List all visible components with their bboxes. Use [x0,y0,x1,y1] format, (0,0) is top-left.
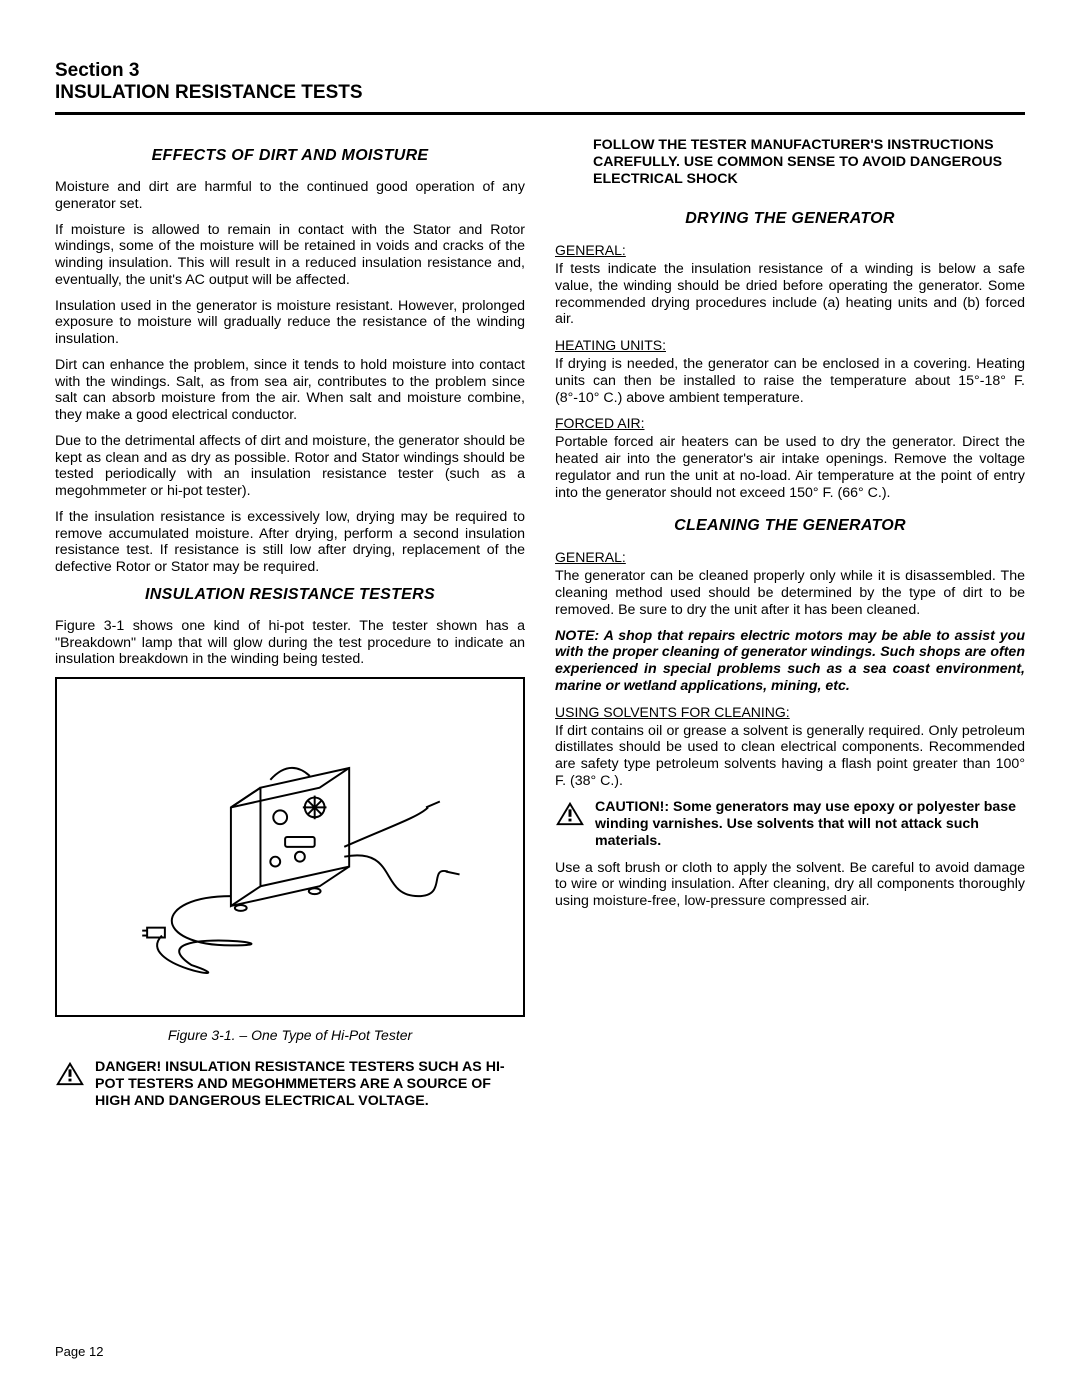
warning-text: CAUTION!: Some generators may use epoxy … [595,799,1025,850]
para: If the insulation resistance is excessiv… [55,509,525,576]
sublabel-general: GENERAL: [555,242,1025,258]
warning-triangle-icon [555,801,585,827]
para: If dirt contains oil or grease a solvent… [555,723,1025,790]
subhead-cleaning: CLEANING THE GENERATOR [555,517,1025,535]
section-label: Section 3 [55,60,1025,82]
para: If drying is needed, the generator can b… [555,356,1025,406]
para: If moisture is allowed to remain in cont… [55,222,525,289]
para: Insulation used in the generator is mois… [55,298,525,348]
para: Figure 3-1 shows one kind of hi-pot test… [55,618,525,668]
danger-warning: DANGER! INSULATION RESISTANCE TESTERS SU… [55,1059,525,1110]
warning-triangle-icon [55,1061,85,1087]
page-number: Page 12 [55,1344,103,1359]
warning-text: DANGER! INSULATION RESISTANCE TESTERS SU… [95,1059,525,1110]
two-column-layout: EFFECTS OF DIRT AND MOISTURE Moisture an… [55,137,1025,1120]
hipot-tester-illustration [85,699,495,995]
figure-3-1 [55,677,525,1017]
para: Due to the detrimental affects of dirt a… [55,433,525,500]
sublabel-general2: GENERAL: [555,549,1025,565]
sublabel-heating: HEATING UNITS: [555,337,1025,353]
para: Dirt can enhance the problem, since it t… [55,357,525,424]
subhead-drying: DRYING THE GENERATOR [555,210,1025,228]
warning-text: FOLLOW THE TESTER MANUFACTURER'S INSTRUC… [593,137,1025,188]
section-title: INSULATION RESISTANCE TESTS [55,82,1025,104]
section-rule [55,112,1025,115]
sublabel-solvents: USING SOLVENTS FOR CLEANING: [555,704,1025,720]
left-column: EFFECTS OF DIRT AND MOISTURE Moisture an… [55,137,525,1120]
warning-continuation: FOLLOW THE TESTER MANUFACTURER'S INSTRUC… [593,137,1025,188]
para: Portable forced air heaters can be used … [555,434,1025,501]
para: Moisture and dirt are harmful to the con… [55,179,525,213]
caution-warning: CAUTION!: Some generators may use epoxy … [555,799,1025,850]
sublabel-forced-air: FORCED AIR: [555,415,1025,431]
figure-caption: Figure 3-1. – One Type of Hi-Pot Tester [55,1027,525,1043]
right-column: FOLLOW THE TESTER MANUFACTURER'S INSTRUC… [555,137,1025,1120]
subhead-testers: INSULATION RESISTANCE TESTERS [55,586,525,604]
subhead-effects: EFFECTS OF DIRT AND MOISTURE [55,147,525,165]
note: NOTE: A shop that repairs electric motor… [555,628,1025,695]
para: The generator can be cleaned properly on… [555,568,1025,618]
para: If tests indicate the insulation resista… [555,261,1025,328]
page-header: Section 3 INSULATION RESISTANCE TESTS [55,60,1025,104]
para: Use a soft brush or cloth to apply the s… [555,860,1025,910]
